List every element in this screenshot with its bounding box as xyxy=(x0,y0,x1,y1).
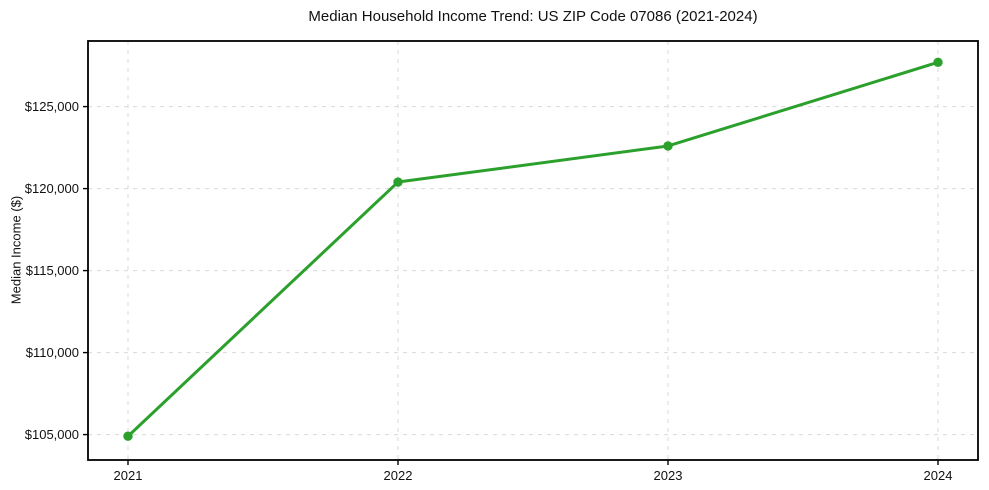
y-tick-label: $105,000 xyxy=(25,427,79,442)
x-tick-label: 2022 xyxy=(384,468,413,483)
x-tick-label: 2023 xyxy=(654,468,683,483)
plot-border xyxy=(87,40,979,461)
y-tick-label: $120,000 xyxy=(25,181,79,196)
x-tick-label: 2024 xyxy=(924,468,953,483)
chart-title: Median Household Income Trend: US ZIP Co… xyxy=(308,8,758,25)
y-tick-label: $125,000 xyxy=(25,99,79,114)
y-tick-label: $110,000 xyxy=(26,345,79,360)
data-point-marker xyxy=(393,177,403,187)
data-point-marker xyxy=(933,57,943,68)
data-point-marker xyxy=(123,431,133,441)
income-trend-line xyxy=(126,60,940,438)
plot-background xyxy=(88,41,978,460)
y-tick-label: $115,000 xyxy=(26,263,79,278)
x-tick-label: 2021 xyxy=(114,468,143,483)
data-point-marker xyxy=(663,141,673,151)
